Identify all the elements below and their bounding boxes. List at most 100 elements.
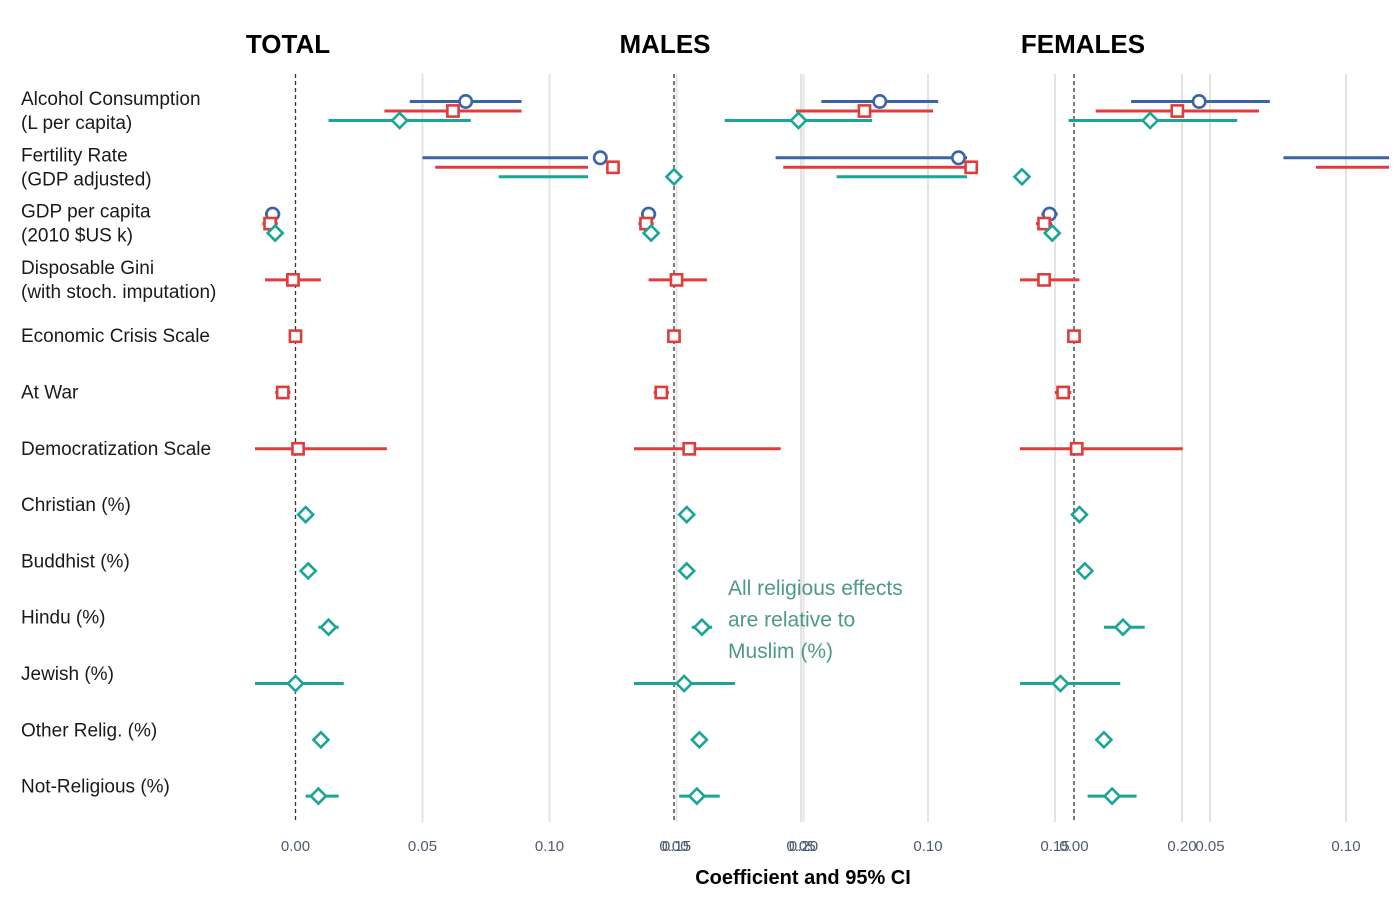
x-tick-label: 0.10 xyxy=(1331,838,1360,855)
estimate-mark xyxy=(1020,441,1183,456)
x-tick-label: 0.05 xyxy=(1195,838,1224,855)
point-diamond xyxy=(319,617,338,637)
point-diamond xyxy=(789,111,808,130)
estimate-mark xyxy=(1094,730,1114,750)
estimate-mark xyxy=(255,674,344,693)
row-label: Hindu (%) xyxy=(21,608,105,629)
estimate-mark xyxy=(634,441,781,456)
estimate-mark xyxy=(384,104,522,118)
estimate-mark xyxy=(318,617,339,637)
estimate-mark xyxy=(435,160,620,175)
point-circle xyxy=(950,150,966,166)
estimate-mark xyxy=(648,272,708,287)
point-diamond xyxy=(674,674,694,693)
annotation-text: All religious effects are relative to Musl… xyxy=(728,577,903,663)
annotation-note: All religious effects are relative to Musl… xyxy=(728,577,903,663)
estimate-mark xyxy=(783,160,979,175)
estimate-mark xyxy=(677,505,697,524)
point-diamond xyxy=(265,223,285,243)
point-square xyxy=(1069,441,1084,456)
point-square xyxy=(606,160,620,175)
point-diamond xyxy=(677,505,697,524)
point-circle xyxy=(458,94,474,110)
x-tick-label: 0.20 xyxy=(1167,838,1196,855)
point-square xyxy=(1037,216,1051,231)
point-diamond xyxy=(690,730,709,750)
point-square xyxy=(667,329,681,344)
panel-title: FEMALES xyxy=(1021,29,1145,59)
point-diamond xyxy=(1075,561,1095,581)
row-label: Alcohol Consumption (L per capita) xyxy=(21,89,201,134)
point-diamond xyxy=(1140,111,1160,130)
point-diamond xyxy=(677,561,697,581)
point-square xyxy=(857,104,872,118)
point-diamond xyxy=(311,730,331,750)
estimate-mark xyxy=(275,385,291,400)
estimate-mark xyxy=(305,786,339,806)
point-diamond xyxy=(641,223,661,243)
estimate-mark xyxy=(821,94,939,110)
point-square xyxy=(291,441,305,456)
estimate-mark xyxy=(1095,104,1259,118)
point-diamond xyxy=(1012,167,1032,187)
row-label: Disposable Gini (with stoch. imputation) xyxy=(21,258,216,303)
estimate-mark xyxy=(1075,561,1095,581)
row-label: Buddhist (%) xyxy=(21,551,130,572)
point-square xyxy=(964,160,979,175)
estimate-mark xyxy=(498,167,684,187)
estimate-mark xyxy=(298,561,318,581)
x-axis-title: Coefficient and 95% CI xyxy=(695,867,911,889)
row-label: Fertility Rate (GDP adjusted) xyxy=(21,145,152,190)
x-tick-label: 0.05 xyxy=(408,838,437,855)
point-square xyxy=(669,272,684,287)
estimate-mark xyxy=(667,329,681,344)
estimate-mark xyxy=(634,674,735,693)
row-label: Jewish (%) xyxy=(21,664,114,685)
estimate-mark xyxy=(265,223,285,243)
row-label: Democratization Scale xyxy=(21,439,211,460)
estimate-mark xyxy=(1087,786,1137,806)
estimate-mark xyxy=(1070,505,1089,524)
estimate-mark xyxy=(409,94,522,110)
row-label: GDP per capita (2010 $US k) xyxy=(21,202,151,247)
point-diamond xyxy=(296,505,315,524)
estimate-mark xyxy=(691,617,713,637)
x-tick-label: 0.00 xyxy=(281,838,310,855)
point-diamond xyxy=(1042,223,1062,243)
point-circle xyxy=(1191,94,1207,110)
estimate-mark xyxy=(1283,156,1389,160)
point-diamond xyxy=(1070,505,1089,524)
point-diamond xyxy=(692,617,712,637)
estimate-mark xyxy=(265,272,321,287)
x-tick-label: 0.15 xyxy=(662,838,691,855)
point-diamond xyxy=(390,111,409,130)
row-label: Other Relig. (%) xyxy=(21,720,157,741)
point-diamond xyxy=(309,786,328,806)
estimate-mark xyxy=(328,111,471,130)
point-square xyxy=(446,104,460,118)
point-square xyxy=(654,385,669,400)
estimate-mark xyxy=(422,150,608,166)
estimate-mark xyxy=(1316,165,1389,169)
grid-layer xyxy=(294,74,1347,822)
estimate-mark xyxy=(1042,223,1062,243)
panel-titles: TOTAL MALES FEMALES xyxy=(246,29,1145,59)
panel-title: MALES xyxy=(620,29,711,59)
row-label: Christian (%) xyxy=(21,495,131,516)
estimate-mark xyxy=(296,505,315,524)
x-tick-label: 0.15 xyxy=(1040,838,1069,855)
point-square xyxy=(286,272,300,287)
estimate-mark xyxy=(1020,674,1121,693)
point-square xyxy=(1056,385,1071,400)
estimate-mark xyxy=(255,441,387,456)
estimate-mark xyxy=(775,150,967,166)
estimate-mark xyxy=(1035,216,1053,231)
estimate-mark xyxy=(1103,617,1145,637)
point-diamond xyxy=(664,167,684,187)
row-label: At War xyxy=(21,383,79,404)
row-labels: Alcohol Consumption (L per capita) Fertili… xyxy=(21,89,216,798)
estimate-mark xyxy=(1020,272,1080,287)
point-diamond xyxy=(1113,617,1133,637)
x-tick-label: 0.05 xyxy=(786,838,815,855)
